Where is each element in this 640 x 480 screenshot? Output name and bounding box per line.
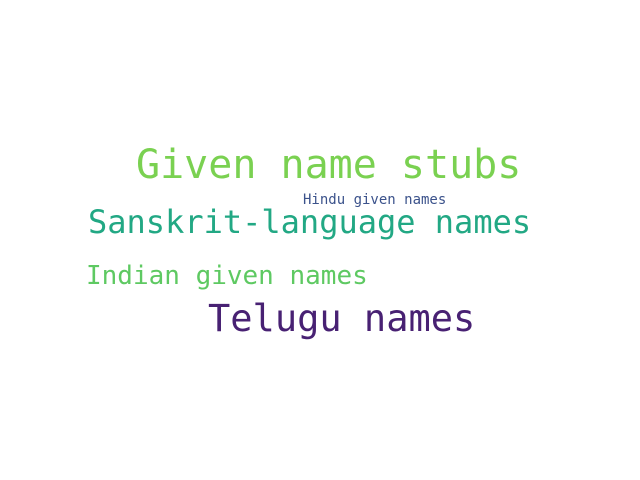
word-telugu-names: Telugu names (208, 297, 476, 340)
word-sanskrit-language-names: Sanskrit-language names (88, 203, 532, 241)
word-hindu-given-names: Hindu given names (303, 192, 447, 208)
word-given-name-stubs: Given name stubs (136, 142, 522, 188)
word-indian-given-names: Indian given names (86, 261, 368, 291)
